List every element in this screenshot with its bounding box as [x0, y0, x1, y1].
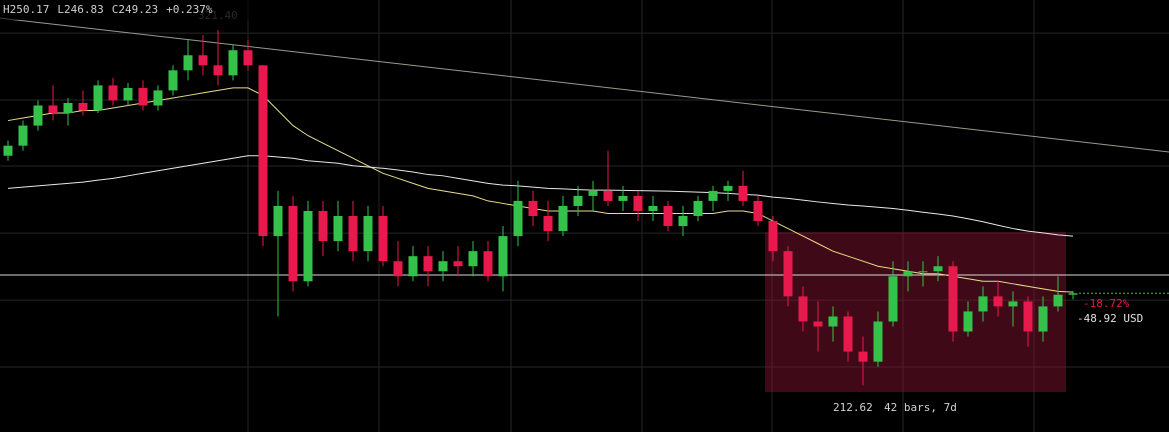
candle-body	[228, 50, 238, 76]
header-ohlc: H250.17 L246.83 C249.23 +0.237%	[3, 3, 213, 16]
candle-body	[948, 266, 958, 332]
candle-body	[738, 185, 748, 201]
candle-body	[153, 90, 163, 106]
candle-body	[453, 261, 463, 267]
candle-body	[903, 271, 913, 277]
candle-body	[378, 216, 388, 262]
candle-body	[198, 55, 208, 66]
candle-body	[843, 316, 853, 352]
candle-body	[678, 216, 688, 227]
candle-body	[798, 296, 808, 322]
header-value: 250.17	[10, 3, 50, 16]
candle-body	[828, 316, 838, 327]
candle-body	[648, 205, 658, 211]
candle-body	[363, 216, 373, 252]
candle-body	[3, 145, 13, 156]
candle-body	[543, 216, 553, 232]
candle-body	[393, 261, 403, 277]
candle-body	[78, 102, 88, 111]
candle-body	[483, 251, 493, 277]
candle-body	[888, 276, 898, 322]
measure-change: -48.92 USD	[1077, 312, 1143, 325]
candle-body	[273, 205, 283, 237]
candle-body	[693, 200, 703, 216]
header-value: 249.23	[118, 3, 158, 16]
candle-body	[93, 85, 103, 111]
vertical-grid	[247, 0, 1035, 432]
candle-body	[1038, 306, 1048, 332]
candle-body	[768, 221, 778, 252]
candle-body	[513, 200, 523, 237]
candle-body	[33, 105, 43, 126]
candle-body	[573, 195, 583, 206]
header-value: 246.83	[64, 3, 104, 16]
candle-body	[288, 205, 298, 282]
candle-body	[933, 266, 943, 272]
candle-body	[18, 125, 28, 146]
candle-body	[558, 205, 568, 232]
candle-body	[858, 351, 868, 362]
candle-body	[708, 190, 718, 201]
moving-average	[7, 155, 1074, 237]
candle-body	[498, 236, 508, 277]
candle-body	[303, 210, 313, 282]
measure-span: 42 bars, 7d	[884, 401, 957, 414]
moving-average	[7, 87, 1074, 293]
candle-body	[438, 261, 448, 272]
candle-body	[588, 190, 598, 196]
candle-body	[123, 87, 133, 101]
measure-pct: -18.72%	[1083, 297, 1130, 310]
measure-low: 212.62	[833, 401, 873, 414]
header-change: +0.237%	[166, 3, 213, 16]
candle-body	[528, 200, 538, 216]
candle-body	[258, 65, 268, 237]
candle-body	[318, 210, 328, 242]
candle-body	[108, 85, 118, 101]
header-key: H	[3, 3, 10, 16]
candle-body	[663, 205, 673, 227]
candle-body	[783, 251, 793, 297]
measure-box	[765, 232, 1066, 393]
candle-body	[243, 50, 253, 66]
candle-body	[348, 216, 358, 252]
candle-body	[723, 185, 733, 191]
candle-body	[603, 190, 613, 201]
candle-body	[183, 55, 193, 71]
candle-body	[423, 256, 433, 272]
header-key: C	[112, 3, 119, 16]
candle-body	[1008, 301, 1018, 307]
candle-body	[1053, 294, 1063, 307]
candle-body	[138, 87, 148, 106]
candle-body	[468, 251, 478, 267]
trend-line	[0, 17, 1169, 153]
candle-body	[1023, 301, 1033, 332]
candle-body	[213, 65, 223, 76]
candle-body	[63, 102, 73, 114]
candle-body	[918, 271, 928, 273]
candle-body	[1068, 293, 1078, 295]
candle-body	[753, 200, 763, 222]
header-bg	[0, 0, 250, 20]
candle-body	[333, 216, 343, 242]
candle-body	[408, 256, 418, 277]
candle-body	[168, 70, 178, 91]
candle-body	[48, 105, 58, 114]
candle-body	[978, 296, 988, 312]
candle-body	[963, 311, 973, 332]
header-key: L	[57, 3, 64, 16]
candle-body	[618, 195, 628, 201]
candle-body	[813, 321, 823, 327]
candle-body	[993, 296, 1003, 307]
candle-body	[633, 195, 643, 211]
candle-body	[873, 321, 883, 362]
